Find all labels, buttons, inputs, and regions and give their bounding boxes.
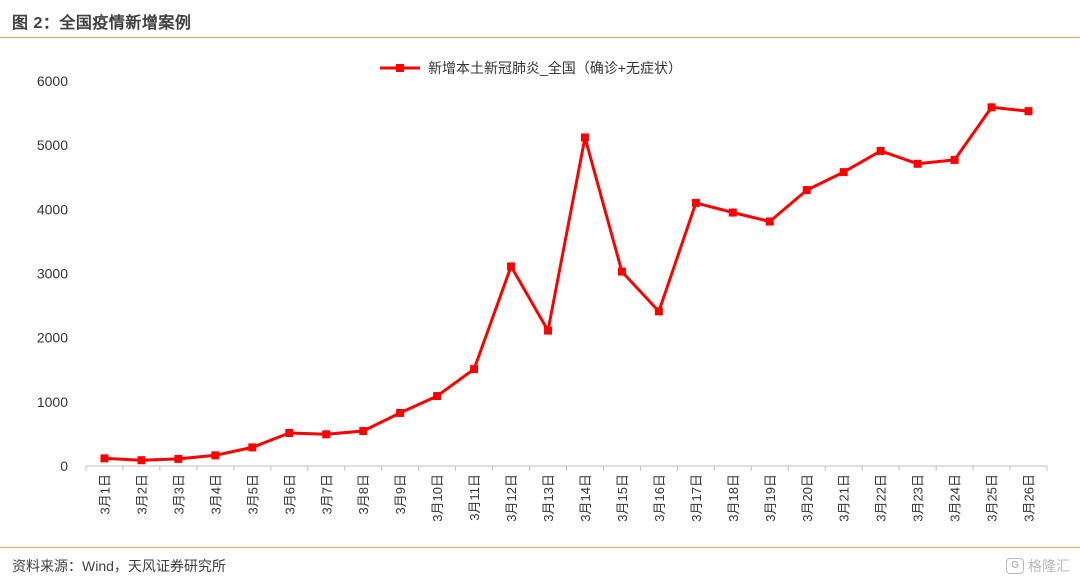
x-tick-label: 3月18日 [726,474,741,522]
line-chart: 0 1000 2000 3000 4000 5000 6000 3月1日 3月2日 3月3日 3月4… [37,60,1048,522]
header-divider [0,37,1080,38]
legend-marker [396,64,404,72]
x-tick-label: 3月24日 [948,474,963,522]
x-tick-label: 3月16日 [652,474,667,522]
legend-label: 新增本土新冠肺炎_全国（确诊+无症状） [428,60,682,76]
data-point [654,307,663,316]
data-point [211,451,220,460]
data-point [248,443,257,452]
gelonghui-logo-icon: G [1006,558,1024,574]
x-tick-label: 3月2日 [134,474,149,514]
data-point [174,454,183,463]
data-point [285,428,294,437]
x-tick-label: 3月3日 [171,474,186,514]
data-point [876,146,885,155]
x-tick-label: 3月19日 [763,474,778,522]
x-tick-label: 3月25日 [985,474,1000,522]
x-tick-label: 3月17日 [689,474,704,522]
x-tick-label: 3月13日 [541,474,556,522]
data-point [470,365,479,374]
y-tick-label: 0 [60,458,68,474]
x-tick-label: 3月26日 [1022,474,1037,522]
x-tick-label: 3月4日 [208,474,223,514]
x-tick-label: 3月22日 [874,474,889,522]
x-tick-label: 3月12日 [504,474,519,522]
x-tick-label: 3月8日 [356,474,371,514]
y-tick-label: 1000 [37,394,68,410]
source-note: 资料来源：Wind，天风证券研究所 [12,558,226,574]
x-tick-label: 3月1日 [97,474,112,514]
x-tick-label: 3月23日 [911,474,926,522]
data-point [987,103,996,112]
data-point [913,159,922,168]
data-point [433,392,442,401]
data-point [950,155,959,164]
data-point [728,208,737,217]
x-tick-label: 3月7日 [319,474,334,514]
y-tick-label: 6000 [37,73,68,89]
data-point [580,133,589,142]
data-point [322,430,331,439]
y-tick-label: 5000 [37,137,68,153]
data-point [507,262,516,271]
data-point [137,456,146,465]
x-tick-label: 3月10日 [430,474,445,522]
y-tick-label: 4000 [37,201,68,217]
y-tick-label: 2000 [37,330,68,346]
y-tick-label: 3000 [37,266,68,282]
figure-title: 图 2：全国疫情新增案例 [12,15,192,32]
x-tick-label: 3月15日 [615,474,630,522]
x-tick-label: 3月20日 [800,474,815,522]
data-point [100,454,109,463]
data-point [396,408,405,417]
data-point [544,326,553,335]
data-point [617,267,626,276]
x-tick-label: 3月14日 [578,474,593,522]
data-point [359,427,368,436]
x-tick-label: 3月11日 [467,474,482,521]
data-point [1024,107,1033,116]
data-point [839,168,848,177]
footer-divider [0,547,1080,548]
data-point [802,186,811,195]
x-tick-label: 3月5日 [245,474,260,514]
x-tick-label: 3月9日 [393,474,408,514]
x-tick-label: 3月21日 [837,474,852,522]
x-tick-label: 3月6日 [282,474,297,514]
data-point [765,217,774,226]
watermark: G 格隆汇 [1006,556,1070,576]
data-point [691,198,700,207]
watermark-text: 格隆汇 [1028,558,1070,574]
series-line [104,105,1029,462]
